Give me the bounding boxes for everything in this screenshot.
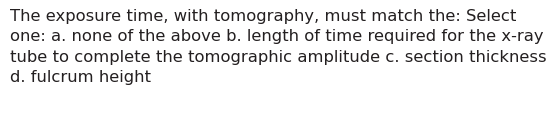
Text: The exposure time, with tomography, must match the: Select
one: a. none of the a: The exposure time, with tomography, must…	[10, 9, 547, 85]
